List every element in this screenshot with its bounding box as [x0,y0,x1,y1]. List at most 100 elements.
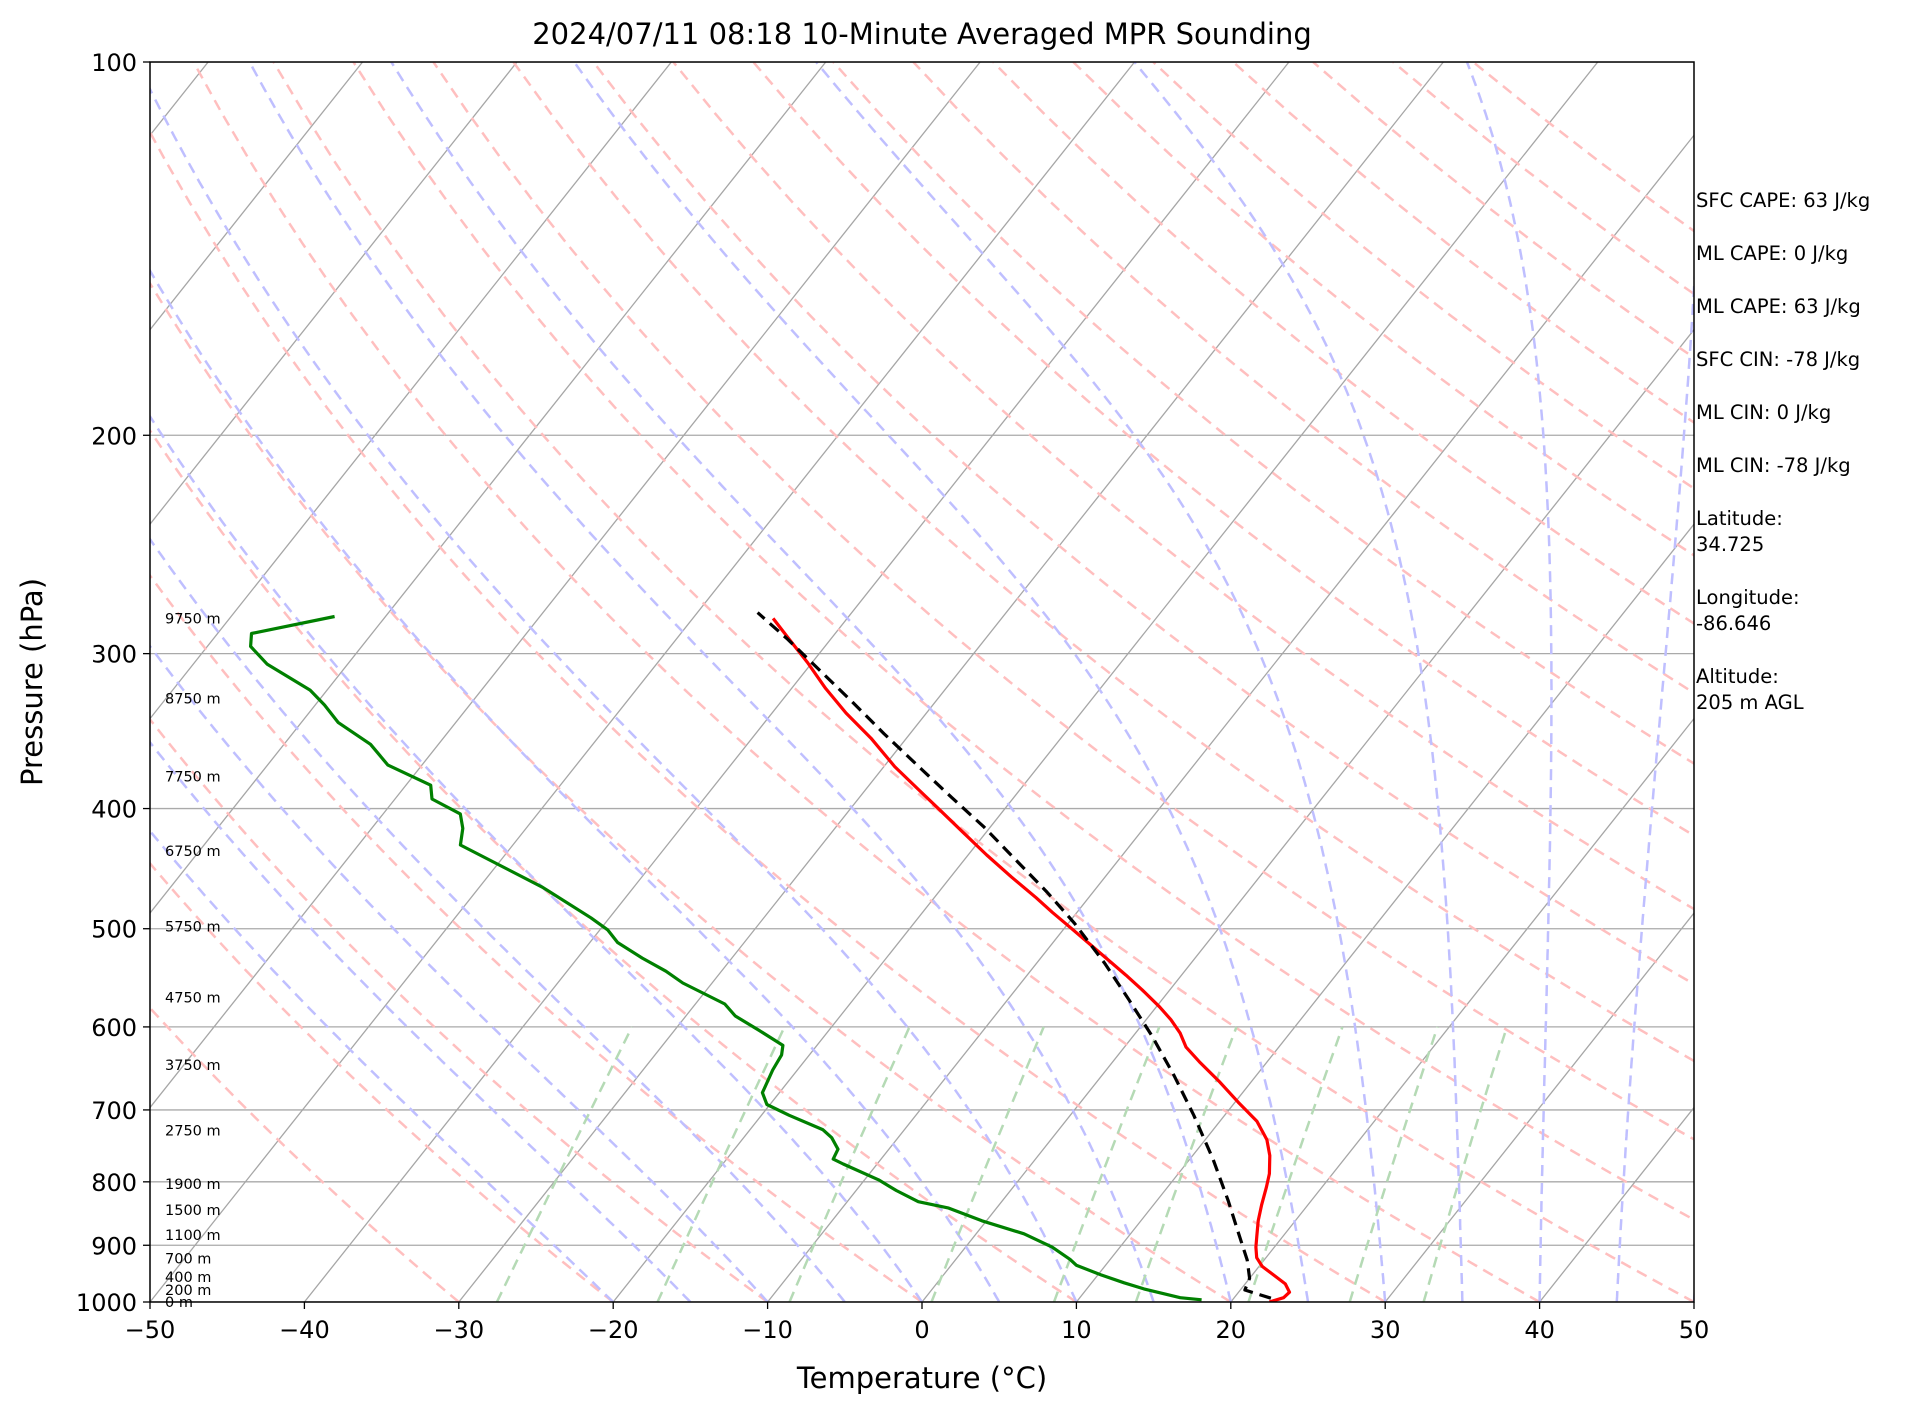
axis-ticks: −50 −40 −30 −20 −10 0 10 20 30 40 50 100 200 300 400 50… [76,49,1709,1344]
ml-cape-text: ML CAPE: 0 J/kg [1696,242,1849,265]
moist-adiabat-line [150,414,924,1302]
moist-adiabat-line [248,62,1155,1302]
height-label: 8750 m [165,691,221,707]
dry-adiabat-line [150,1006,460,1302]
height-label: 700 m [165,1251,211,1267]
x-tick-label: 20 [1216,1316,1247,1344]
x-tick-label: −10 [742,1316,793,1344]
isotherm-line [767,134,1694,1302]
moist-adiabat-line [1465,62,1553,1302]
dry-adiabat-line [512,62,1694,1063]
temperature-profile-line [771,617,1292,1302]
dry-adiabat-line [752,62,1694,838]
isotherm-line [303,62,1290,1302]
isotherm-line [1075,523,1694,1302]
dry-adiabat-line [432,62,1694,1141]
x-tick-label: −40 [279,1316,330,1344]
mixing-ratio-line [788,1026,911,1302]
dewpoint-profile-line [249,614,1202,1302]
height-label: 200 m [165,1283,211,1299]
dry-adiabat-line [150,428,1078,1302]
x-tick-label: 40 [1524,1316,1555,1344]
dry-adiabat-line [592,62,1694,986]
y-tick-label: 600 [91,1014,137,1042]
moist-adiabat-line [150,644,769,1302]
isotherm-line [1230,717,1694,1302]
isotherm-line [150,62,827,915]
moist-adiabat-line [573,62,1310,1302]
plot-frame [149,61,1695,1303]
isotherm-line [150,62,1136,1302]
height-label: 1900 m [165,1177,221,1193]
latitude-text: Latitude: 34.725 [1696,507,1783,556]
x-tick-label: −20 [588,1316,639,1344]
background-lines [150,62,1694,1302]
height-label: 7750 m [165,770,221,786]
altitude-text: Altitude: 205 m AGL [1696,665,1804,714]
sfc-cape-text: SFC CAPE: 63 J/kg [1696,189,1871,212]
x-tick-label: 0 [914,1316,929,1344]
height-label: 0 m [165,1295,193,1311]
y-tick-label: 900 [91,1232,137,1260]
profile-series [249,611,1292,1302]
ml-cin-text-2: ML CIN: -78 J/kg [1696,454,1851,477]
mixing-ratio-line [1422,1026,1509,1302]
ml-cin-text: ML CIN: 0 J/kg [1696,401,1832,424]
x-tick-label: −50 [125,1316,176,1344]
moist-adiabat-line [150,86,1078,1302]
height-label: 4750 m [165,990,221,1006]
chart-title: 2024/07/11 08:18 10-Minute Averaged MPR … [532,17,1312,51]
isotherm-line [921,328,1694,1302]
isotherm-line [1384,912,1694,1302]
x-tick-label: 50 [1679,1316,1710,1344]
dry-adiabat-line [272,62,1694,1302]
dry-adiabat-line [150,281,1232,1302]
dry-adiabat-line [672,62,1694,911]
mixing-ratio-line [1348,1026,1439,1302]
x-tick-label: 10 [1061,1316,1092,1344]
height-label: 9750 m [165,611,221,627]
isotherm-line [150,62,518,526]
dry-adiabat-line [912,62,1694,695]
mixing-ratio-line [930,1026,1045,1302]
height-label: 5750 m [165,920,221,936]
y-tick-label: 800 [91,1169,137,1197]
y-tick-label: 200 [91,422,137,450]
moist-adiabat-line [150,268,1001,1302]
isotherm-line [150,62,672,720]
height-label: 3750 m [165,1058,221,1074]
mixing-ratio-line [495,1026,634,1302]
moist-adiabat-line [1615,266,1694,1302]
x-axis-label: Temperature (°C) [796,1361,1047,1395]
y-tick-label: 700 [91,1097,137,1125]
height-label: 6750 m [165,844,221,860]
moist-adiabat-line [150,829,615,1302]
y-tick-label: 300 [91,641,137,669]
y-axis-label: Pressure (hPa) [15,578,49,786]
moist-adiabat-line [815,62,1387,1302]
ml-cape-text-2: ML CAPE: 63 J/kg [1696,295,1861,318]
dry-adiabat-line [352,62,1694,1222]
y-tick-label: 1000 [76,1289,137,1317]
height-label: 1500 m [165,1203,221,1219]
isotherm-line [612,62,1599,1302]
dry-adiabat-line [150,717,769,1302]
mixing-ratio-line [1134,1026,1238,1302]
sounding-info-panel: SFC CAPE: 63 J/kg ML CAPE: 0 J/kg ML CAP… [1696,188,1901,743]
x-tick-label: −30 [433,1316,484,1344]
height-label: 1100 m [165,1228,221,1244]
dry-adiabat-line [150,129,1386,1302]
height-label: 400 m [165,1270,211,1286]
y-tick-label: 400 [91,796,137,824]
moist-adiabat-line [150,537,846,1302]
isotherm-line [150,62,364,331]
dry-adiabat-line [192,62,1541,1302]
mixing-ratio-line [656,1026,786,1302]
parcel-path-line [756,611,1272,1300]
y-tick-label: 500 [91,916,137,944]
sfc-cin-text: SFC CIN: -78 J/kg [1696,348,1861,371]
dry-adiabat-line [150,573,923,1302]
moist-adiabat-line [1133,62,1464,1302]
